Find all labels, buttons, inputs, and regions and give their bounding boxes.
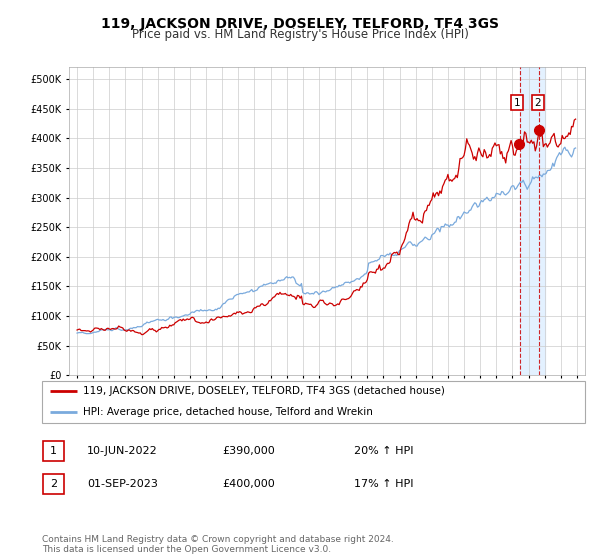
Text: 17% ↑ HPI: 17% ↑ HPI — [354, 479, 413, 489]
Text: Price paid vs. HM Land Registry's House Price Index (HPI): Price paid vs. HM Land Registry's House … — [131, 28, 469, 41]
Text: HPI: Average price, detached house, Telford and Wrekin: HPI: Average price, detached house, Telf… — [83, 407, 373, 417]
Text: 119, JACKSON DRIVE, DOSELEY, TELFORD, TF4 3GS (detached house): 119, JACKSON DRIVE, DOSELEY, TELFORD, TF… — [83, 386, 445, 396]
Text: 1: 1 — [514, 98, 520, 108]
Text: 2: 2 — [50, 479, 57, 489]
Text: £390,000: £390,000 — [222, 446, 275, 456]
Text: 01-SEP-2023: 01-SEP-2023 — [87, 479, 158, 489]
Text: 1: 1 — [50, 446, 57, 456]
Text: Contains HM Land Registry data © Crown copyright and database right 2024.
This d: Contains HM Land Registry data © Crown c… — [42, 535, 394, 554]
Text: 10-JUN-2022: 10-JUN-2022 — [87, 446, 158, 456]
Bar — [520, 67, 545, 375]
Text: 20% ↑ HPI: 20% ↑ HPI — [354, 446, 413, 456]
Text: 2: 2 — [535, 98, 541, 108]
Text: 119, JACKSON DRIVE, DOSELEY, TELFORD, TF4 3GS: 119, JACKSON DRIVE, DOSELEY, TELFORD, TF… — [101, 17, 499, 31]
Text: £400,000: £400,000 — [222, 479, 275, 489]
